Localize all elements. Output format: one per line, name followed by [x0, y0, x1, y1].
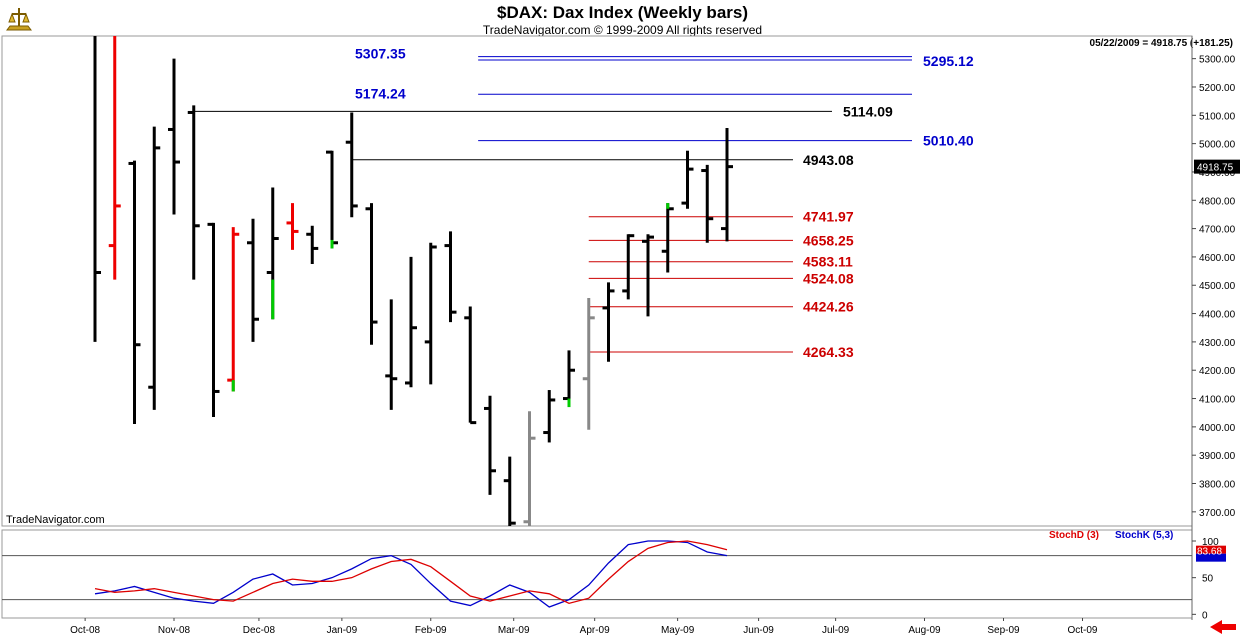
- x-axis-month-label: Sep-09: [987, 625, 1020, 636]
- price-y-tick-label: 3700.00: [1199, 508, 1236, 519]
- price-y-tick-label: 3900.00: [1199, 451, 1236, 462]
- price-y-tick-label: 5200.00: [1199, 83, 1236, 94]
- x-axis-month-label: Mar-09: [498, 625, 530, 636]
- stoch-badge-k: [1196, 553, 1226, 562]
- price-y-tick-label: 4000.00: [1199, 423, 1236, 434]
- ohlc-bar: [148, 126, 161, 410]
- level-label: 5114.09: [843, 103, 893, 119]
- stoch-legend-entry: StochK (5,3): [1115, 530, 1173, 541]
- price-y-tick-label: 4300.00: [1199, 338, 1236, 349]
- x-axis-month-label: Aug-09: [908, 625, 941, 636]
- trade-navigator-logo-icon: [6, 8, 32, 31]
- ohlc-bar: [187, 105, 200, 280]
- level-label: 4741.97: [803, 209, 854, 225]
- ohlc-bar: [247, 218, 259, 342]
- level-label: 5010.40: [923, 133, 974, 149]
- ohlc-bar: [622, 234, 635, 300]
- brand-watermark: TradeNavigator.com: [6, 514, 105, 526]
- price-y-tick-label: 4600.00: [1199, 253, 1236, 264]
- stoch-panel-frame: [1, 529, 1193, 619]
- level-label: 4264.33: [803, 344, 854, 360]
- level-label: 4943.08: [803, 152, 854, 168]
- x-axis-month-label: Apr-09: [580, 625, 610, 636]
- ohlc-bar: [385, 299, 398, 410]
- ohlc-bar: [484, 395, 496, 495]
- x-axis-month-label: May-09: [661, 625, 695, 636]
- stoch-y-tick-label: 0: [1202, 610, 1208, 621]
- x-axis-month-label: Nov-08: [158, 625, 191, 636]
- level-label: 4424.26: [803, 299, 854, 315]
- ohlc-bar: [93, 36, 101, 342]
- ohlc-bar: [642, 234, 654, 317]
- ohlc-bar: [168, 58, 180, 215]
- ohlc-bar: [543, 390, 556, 443]
- ohlc-bar: [523, 411, 536, 526]
- ohlc-bar: [464, 306, 477, 425]
- last-price-badge-text: 4918.75: [1197, 163, 1234, 174]
- x-axis-month-label: Jan-09: [327, 625, 358, 636]
- ohlc-bar: [108, 36, 121, 280]
- price-y-tick-label: 4100.00: [1199, 395, 1236, 406]
- ohlc-bars: [93, 36, 733, 526]
- ohlc-bar: [424, 242, 437, 385]
- last-price-badge: [1194, 159, 1240, 174]
- x-axis-month-label: Jun-09: [743, 625, 774, 636]
- chart-title: $DAX: Dax Index (Weekly bars): [497, 3, 748, 22]
- ohlc-bar: [721, 128, 733, 242]
- ohlc-bar: [582, 297, 595, 430]
- ohlc-bar: [365, 203, 378, 345]
- price-y-tick-label: 3800.00: [1199, 480, 1236, 491]
- x-axis-month-label: Dec-08: [243, 625, 276, 636]
- ohlc-bar: [444, 231, 457, 323]
- ohlc-bar: [681, 150, 694, 209]
- last-quote-label: 05/22/2009 = 4918.75 (+181.25): [1089, 38, 1233, 49]
- stoch-y-tick-label: 50: [1202, 574, 1214, 585]
- price-y-tick-label: 4700.00: [1199, 225, 1236, 236]
- ohlc-bar: [701, 164, 714, 243]
- ohlc-bar: [405, 256, 417, 388]
- ohlc-bar: [345, 112, 358, 218]
- stoch-badge-d: [1196, 545, 1226, 554]
- price-y-tick-label: 5300.00: [1199, 55, 1236, 66]
- x-axis-month-label: Oct-09: [1067, 625, 1097, 636]
- price-y-tick-label: 4800.00: [1199, 196, 1236, 207]
- ohlc-bar: [326, 150, 338, 249]
- x-axis-month-label: Feb-09: [415, 625, 447, 636]
- ohlc-bar: [128, 160, 141, 425]
- levels-group: 5307.35 5295.12 5174.24 5114.09 5010.40 4943.…: [193, 46, 974, 360]
- price-y-tick-label: 5000.00: [1199, 140, 1236, 151]
- stoch-series-line: [94, 540, 728, 605]
- price-y-tick-label: 5100.00: [1199, 111, 1236, 122]
- ohlc-bar: [227, 227, 240, 392]
- level-label: 4658.25: [803, 232, 854, 248]
- level-label: 4583.11: [803, 254, 853, 270]
- x-axis-month-label: Jul-09: [822, 625, 850, 636]
- price-panel-frame: [1, 35, 1193, 527]
- ohlc-bar: [286, 203, 299, 250]
- price-y-tick-label: 4400.00: [1199, 310, 1236, 321]
- stoch-legend-entry: StochD (3): [1049, 530, 1099, 541]
- x-axis-month-label: Oct-08: [70, 625, 100, 636]
- chart-subtitle: TradeNavigator.com © 1999-2009 All right…: [482, 23, 763, 37]
- stoch-badge-text: 83.68: [1197, 547, 1222, 558]
- stoch-series-line: [94, 540, 728, 608]
- ohlc-bar: [503, 456, 516, 526]
- ohlc-bar: [306, 225, 319, 265]
- level-label: 5307.35: [355, 46, 406, 62]
- stoch-y-tick-label: 100: [1202, 537, 1219, 548]
- ohlc-bar: [602, 282, 615, 362]
- price-y-tick-label: 4500.00: [1199, 281, 1236, 292]
- level-label: 5295.12: [923, 53, 974, 69]
- level-label: 4524.08: [803, 270, 854, 286]
- scroll-right-arrow-icon: [1210, 620, 1236, 634]
- ohlc-bar: [207, 222, 220, 417]
- level-label: 5174.24: [355, 85, 406, 101]
- price-y-tick-label: 4200.00: [1199, 366, 1236, 377]
